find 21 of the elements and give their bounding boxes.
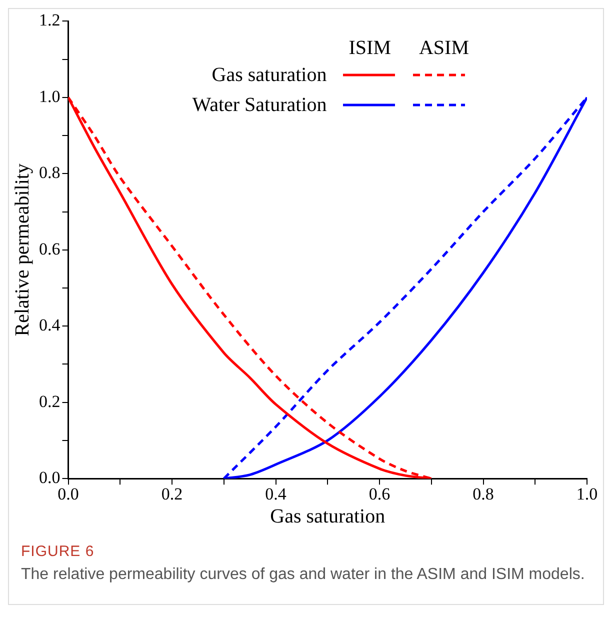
annotation: ASIM [418, 37, 470, 60]
y-tick-label: 0.4 [39, 316, 61, 335]
text: The relative permeability curves of gas and water in the ASIM and ISIM models. [21, 565, 586, 585]
y-axis-title: Relative permeability [11, 164, 34, 336]
y-tick-label: 0.6 [39, 239, 60, 258]
caption: FIGURE 6 [21, 543, 96, 560]
y-tick-label: 0.8 [39, 163, 60, 182]
x-tick-label: 0.6 [368, 484, 390, 504]
y-tick-label: 1.0 [39, 86, 60, 106]
legend-label: Gas saturation [210, 63, 328, 88]
annotation: ISIM [348, 37, 392, 60]
x-tick-label: 0.8 [472, 484, 494, 504]
x-tick-label: 0.4 [265, 484, 287, 504]
y-tick-label: 0.0 [39, 468, 60, 488]
x-tick-label: 1.0 [576, 484, 598, 504]
y-tick-label: 0.2 [39, 392, 60, 411]
y-tick-label: 1.2 [39, 10, 60, 30]
x-tick-label: 0.0 [58, 484, 79, 504]
x-tick-label: 0.2 [161, 484, 183, 504]
x-axis-title: Gas saturation [270, 505, 386, 528]
legend-label: Water Saturation [191, 93, 328, 118]
